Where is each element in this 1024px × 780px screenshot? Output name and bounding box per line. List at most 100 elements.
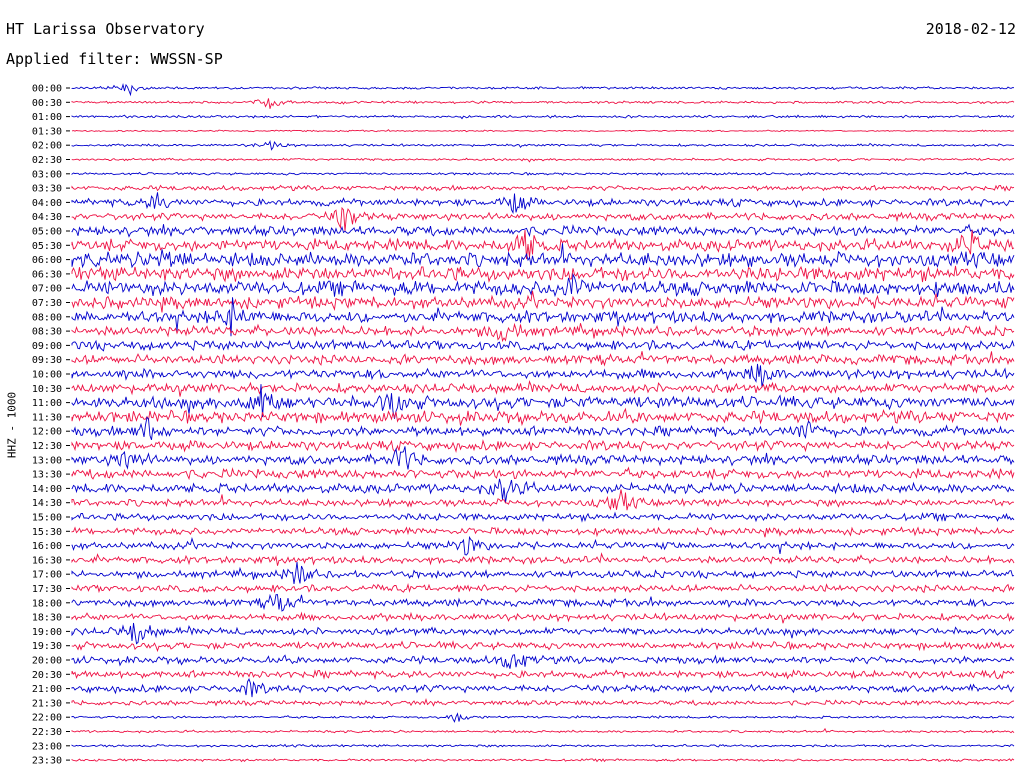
seismic-trace	[71, 535, 1015, 556]
seismic-trace	[71, 129, 1015, 133]
time-tick-label: 23:30	[32, 756, 62, 767]
time-tick-label: 17:00	[32, 570, 62, 581]
seismic-trace	[71, 593, 1015, 612]
seismic-trace	[71, 552, 1015, 566]
time-tick-label: 06:30	[32, 269, 62, 280]
time-tick-label: 08:00	[32, 312, 62, 323]
time-tick-label: 03:00	[32, 169, 62, 180]
seismic-trace	[71, 82, 1015, 97]
seismic-trace	[71, 439, 1015, 454]
time-tick-label: 07:30	[32, 298, 62, 309]
time-tick-label: 10:30	[32, 384, 62, 395]
time-tick-label: 21:00	[32, 684, 62, 695]
time-tick-label: 20:00	[32, 656, 62, 667]
seismic-trace	[71, 712, 1015, 723]
seismic-trace	[71, 678, 1015, 698]
seismic-trace	[71, 243, 1015, 270]
seismic-trace	[71, 611, 1015, 624]
time-tick-label: 11:30	[32, 412, 62, 423]
seismic-trace	[71, 654, 1015, 669]
time-tick-label: 23:00	[32, 741, 62, 752]
recording-date: 2018-02-12	[925, 20, 1016, 38]
seismic-trace	[71, 446, 1015, 470]
seismic-trace	[71, 622, 1015, 645]
seismic-trace	[71, 157, 1015, 163]
time-tick-label: 01:30	[32, 126, 62, 137]
seismic-trace	[71, 697, 1015, 707]
time-tick-label: 03:30	[32, 184, 62, 195]
seismic-trace	[71, 272, 1015, 298]
time-tick-label: 22:30	[32, 727, 62, 738]
time-tick-label: 15:00	[32, 513, 62, 524]
seismic-trace	[71, 758, 1015, 763]
time-tick-label: 14:30	[32, 498, 62, 509]
time-tick-label: 18:30	[32, 613, 62, 624]
time-tick-label: 15:30	[32, 527, 62, 538]
seismic-trace	[71, 265, 1015, 283]
time-tick-label: 06:00	[32, 255, 62, 266]
seismic-trace	[71, 380, 1015, 397]
time-tick-label: 16:00	[32, 541, 62, 552]
seismic-trace	[71, 297, 1015, 337]
time-tick-label: 04:00	[32, 198, 62, 209]
time-tick-label: 00:30	[32, 98, 62, 109]
seismic-trace	[71, 363, 1015, 388]
seismic-trace	[71, 466, 1015, 481]
seismic-trace	[71, 206, 1015, 232]
seismic-trace	[71, 562, 1015, 584]
time-tick-label: 00:00	[32, 84, 62, 95]
seismic-trace	[71, 351, 1015, 367]
seismic-trace	[71, 583, 1015, 594]
seismic-trace	[71, 98, 1015, 109]
seismic-trace	[71, 171, 1015, 177]
seismic-trace	[71, 407, 1015, 427]
time-tick-label: 12:00	[32, 427, 62, 438]
seismic-trace	[71, 192, 1015, 215]
time-tick-label: 22:00	[32, 713, 62, 724]
time-tick-label: 02:00	[32, 141, 62, 152]
time-tick-label: 13:00	[32, 455, 62, 466]
observatory-title: HT Larissa Observatory	[6, 20, 205, 38]
filter-label: Applied filter: WWSSN-SP	[6, 50, 223, 68]
seismic-trace	[71, 478, 1015, 503]
time-tick-label: 19:00	[32, 627, 62, 638]
time-tick-label: 01:00	[32, 112, 62, 123]
time-tick-label: 20:30	[32, 670, 62, 681]
time-tick-label: 05:00	[32, 227, 62, 238]
time-tick-label: 07:00	[32, 284, 62, 295]
time-tick-label: 16:30	[32, 555, 62, 566]
seismic-trace	[71, 511, 1015, 523]
time-tick-label: 12:30	[32, 441, 62, 452]
time-tick-label: 11:00	[32, 398, 62, 409]
seismic-trace	[71, 223, 1015, 238]
seismic-trace	[71, 229, 1015, 260]
seismic-trace	[71, 668, 1015, 681]
seismic-trace	[71, 384, 1015, 419]
seismic-trace	[71, 114, 1015, 120]
seismic-trace	[71, 489, 1015, 511]
seismic-trace	[71, 526, 1015, 538]
seismic-trace	[71, 139, 1014, 151]
time-tick-label: 04:30	[32, 212, 62, 223]
time-tick-label: 05:30	[32, 241, 62, 252]
time-tick-label: 14:00	[32, 484, 62, 495]
seismic-trace	[71, 640, 1015, 653]
time-tick-label: 21:30	[32, 698, 62, 709]
seismic-trace	[71, 743, 1015, 748]
seismic-trace	[71, 184, 1015, 192]
seismic-trace	[71, 416, 1015, 440]
seismic-trace	[71, 322, 1015, 343]
seismic-trace	[71, 727, 1015, 734]
seismic-trace	[71, 290, 1015, 313]
time-tick-label: 09:30	[32, 355, 62, 366]
time-tick-label: 10:00	[32, 370, 62, 381]
time-tick-label: 08:30	[32, 327, 62, 338]
seismic-trace	[71, 338, 1015, 352]
time-tick-label: 02:30	[32, 155, 62, 166]
time-tick-label: 17:30	[32, 584, 62, 595]
time-tick-label: 19:30	[32, 641, 62, 652]
time-tick-label: 09:00	[32, 341, 62, 352]
time-tick-label: 13:30	[32, 470, 62, 481]
time-tick-label: 18:00	[32, 598, 62, 609]
